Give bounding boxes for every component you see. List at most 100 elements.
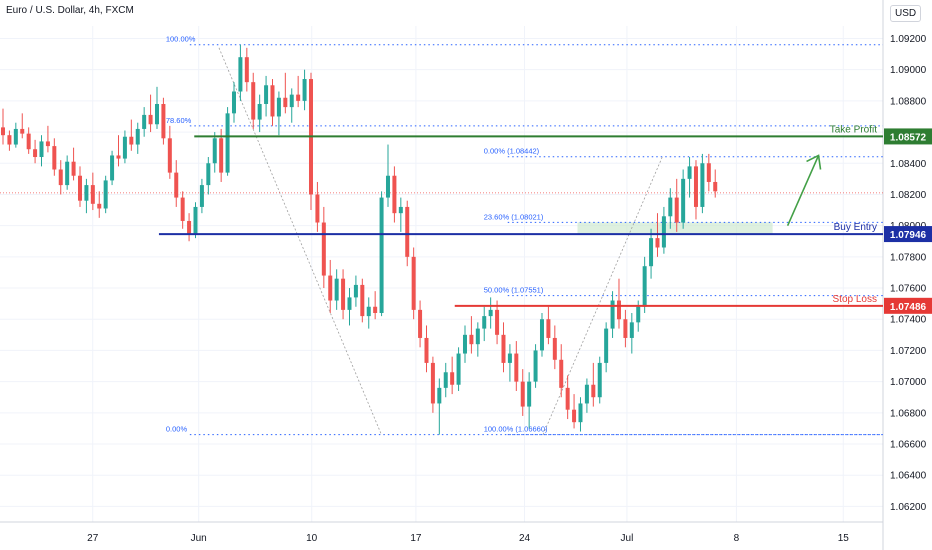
candle-body [411,256,416,310]
y-tick-label: 1.06400 [890,471,927,482]
candle-body [520,381,525,407]
candle-body [661,216,666,248]
fib-level-label: 78.60% [166,116,192,125]
candle-body [700,163,705,207]
candle-body [328,275,333,301]
y-tick-label: 1.06600 [890,440,927,451]
candle-body [430,362,435,404]
candle-body [206,163,211,186]
currency-selector[interactable]: USD [884,0,932,26]
candle-body [591,384,596,398]
candle-body [693,166,698,207]
candle-body [116,155,121,159]
candle-body [187,220,192,234]
candle-body [527,381,532,407]
candle-body [7,135,12,145]
candle-body [199,185,204,207]
candle-body [398,206,403,214]
candle-body [623,319,628,338]
x-tick-label: 15 [838,533,850,544]
candle-body [616,300,621,320]
price-tag-label: 1.07946 [890,230,927,241]
y-tick-label: 1.07600 [890,284,927,295]
candle-body [604,328,609,363]
candle-body [552,337,557,360]
candle-body [65,161,70,186]
x-tick-label: Jul [621,533,634,544]
currency-label: USD [890,5,922,22]
candle-body [674,197,679,223]
candle-body [507,353,512,363]
y-tick-label: 1.06200 [890,502,927,513]
candle-body [321,222,326,276]
symbol-title: Euro / U.S. Dollar, 4h, FXCM [6,5,134,16]
candle-body [539,319,544,351]
candle-body [219,138,224,173]
candle-body [1,127,5,136]
candle-body [231,91,236,114]
candle-body [597,362,602,398]
candle-body [276,97,281,117]
candle-body [77,175,82,201]
candle-body [13,128,18,145]
candle-body [283,97,288,108]
fib-trend-line [218,47,382,435]
candle-body [482,316,487,329]
fib-level-label: 100.00% [166,35,196,44]
candle-body [533,350,538,382]
fib-level-label: 0.00% (1.08442) [484,147,540,156]
x-tick-label: 8 [734,533,740,544]
y-tick-label: 1.09200 [890,34,927,45]
candle-body [642,266,647,307]
x-tick-label: 10 [306,533,318,544]
candle-body [174,172,179,198]
price-tag-label: 1.08572 [890,132,927,143]
candle-body [668,197,673,217]
candle-body [39,141,44,158]
candle-body [450,372,455,385]
candle-body [103,180,108,209]
candle-body [270,85,275,117]
candle-body [610,300,615,329]
candle-body [706,163,711,182]
candle-body [193,206,198,234]
price-tag-bg [884,297,932,314]
candle-body [110,155,115,181]
candle-body [154,103,159,125]
candle-body [681,178,686,223]
candle-body [514,353,519,382]
y-tick-label: 1.06800 [890,408,927,419]
price-tag-bg [884,128,932,145]
candle-body [559,359,564,388]
y-tick-label: 1.09000 [890,65,927,76]
y-tick-label: 1.08400 [890,159,927,170]
candle-body [565,387,570,410]
candle-body [443,372,448,388]
candle-body [418,309,423,338]
fib-level-label: 50.00% (1.07551) [484,286,544,295]
projection-arrow-head [806,154,822,170]
candle-body [655,238,660,248]
candle-body [713,181,718,192]
candle-body [347,297,352,310]
candle-body [366,306,371,317]
candle-body [360,284,365,317]
candle-body [501,334,506,363]
candle-body [462,334,467,354]
level-label-buy-entry: Buy Entry [834,222,877,233]
candle-body [315,194,320,223]
candle-body [148,114,153,125]
candle-body [495,309,500,335]
candle-body [341,278,346,310]
candle-body [578,403,583,423]
candle-body [52,146,57,170]
candle-body [97,203,102,209]
candle-body [302,79,307,101]
x-tick-label: 24 [519,533,531,544]
candle-body [379,197,384,313]
fib-level-label: 0.00% [166,425,188,434]
candle-body [687,166,692,179]
candle-body [546,319,551,338]
candle-body [373,306,378,313]
